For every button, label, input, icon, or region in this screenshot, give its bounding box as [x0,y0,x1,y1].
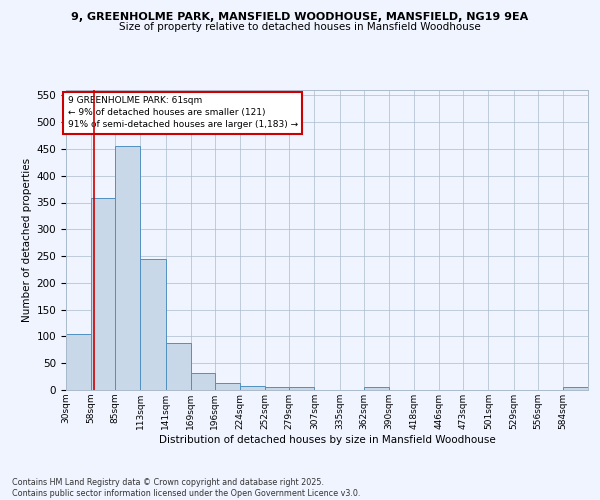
Bar [66,334,91,390]
Bar [364,388,389,390]
Bar [166,343,191,390]
Bar [191,374,215,390]
Text: Contains HM Land Registry data © Crown copyright and database right 2025.
Contai: Contains HM Land Registry data © Crown c… [12,478,361,498]
X-axis label: Distribution of detached houses by size in Mansfield Woodhouse: Distribution of detached houses by size … [158,434,496,444]
Y-axis label: Number of detached properties: Number of detached properties [22,158,32,322]
Bar [140,259,166,390]
Bar [215,383,240,390]
Bar [289,388,314,390]
Text: 9, GREENHOLME PARK, MANSFIELD WOODHOUSE, MANSFIELD, NG19 9EA: 9, GREENHOLME PARK, MANSFIELD WOODHOUSE,… [71,12,529,22]
Bar [91,198,115,390]
Bar [563,388,588,390]
Bar [115,146,140,390]
Text: 9 GREENHOLME PARK: 61sqm
← 9% of detached houses are smaller (121)
91% of semi-d: 9 GREENHOLME PARK: 61sqm ← 9% of detache… [68,96,298,129]
Bar [265,388,289,390]
Bar [240,386,265,390]
Text: Size of property relative to detached houses in Mansfield Woodhouse: Size of property relative to detached ho… [119,22,481,32]
